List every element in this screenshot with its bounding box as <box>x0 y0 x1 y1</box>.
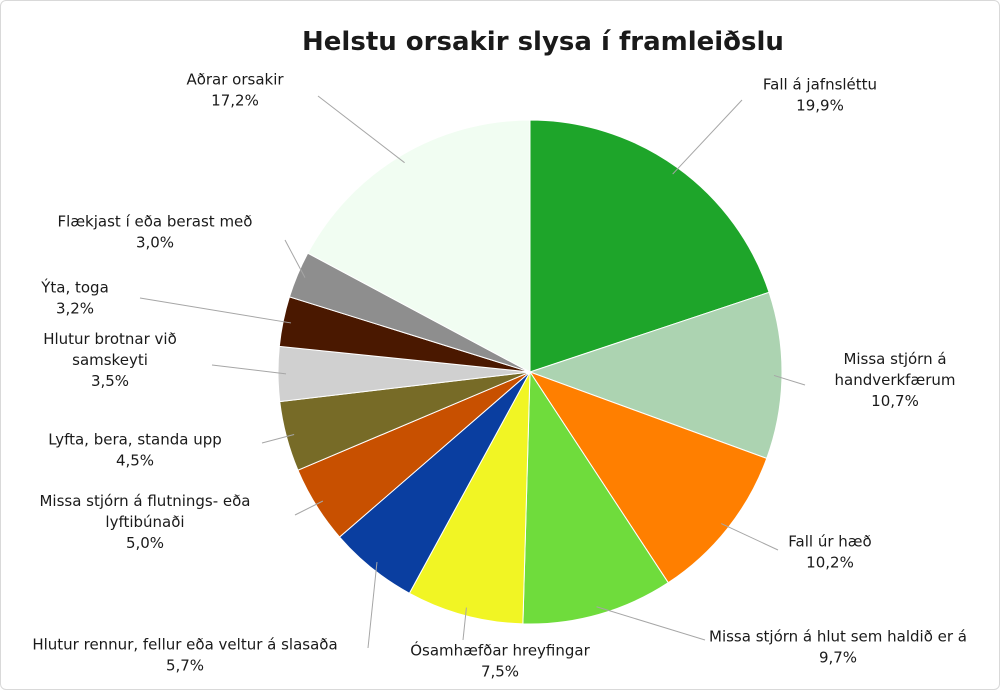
slice-3-leader-line <box>721 523 779 551</box>
slice-9-leader-line <box>211 364 287 375</box>
slice-7-category-label: lyftibúnaði <box>105 513 184 531</box>
slice-4-category-label: Missa stjórn á hlut sem haldið er á <box>709 628 967 646</box>
slice-3-value-label: 10,2% <box>806 554 854 572</box>
slice-6-value-label: 5,7% <box>166 657 204 675</box>
slice-4-label: Missa stjórn á hlut sem haldið er á 9,7% <box>709 628 967 667</box>
slice-11-category-label: Flækjast í eða berast með <box>58 213 253 231</box>
slice-7-category-label: Missa stjórn á flutnings- eða <box>39 492 250 510</box>
slice-1-value-label: 19,9% <box>796 97 844 115</box>
slice-10-category-label: Ýta, toga <box>40 278 109 297</box>
slice-9-category-label: samskeyti <box>72 351 148 369</box>
slice-4 <box>522 370 669 625</box>
slice-8-leader-line <box>261 433 295 444</box>
slice-7-value-label: 5,0% <box>126 534 164 552</box>
slice-12-leader-line <box>317 95 405 164</box>
slice-11-leader-line <box>284 239 306 278</box>
slice-11-value-label: 3,0% <box>136 234 174 252</box>
slice-3-category-label: Fall úr hæð <box>788 533 871 551</box>
pie-slices <box>277 119 783 625</box>
slice-7-leader-line <box>294 500 324 516</box>
slice-5-label: Ósamhæfðar hreyfingar 7,5% <box>410 641 590 681</box>
slice-3-label: Fall úr hæð 10,2% <box>788 533 871 572</box>
slice-4-leader-line <box>596 606 706 641</box>
slice-12 <box>307 119 531 373</box>
slice-1-leader-line <box>672 99 743 175</box>
slice-6-label: Hlutur rennur, fellur eða veltur á slasa… <box>32 636 337 675</box>
slice-1-label: Fall á jafnsléttu 19,9% <box>763 76 877 115</box>
slice-2-label: Missa stjórn á handverkfærum 10,7% <box>835 350 956 410</box>
slice-11-label: Flækjast í eða berast með 3,0% <box>58 213 253 252</box>
slice-2-value-label: 10,7% <box>871 392 919 410</box>
slice-4-value-label: 9,7% <box>819 649 857 667</box>
slice-5-category-label: Ósamhæfðar hreyfingar <box>410 641 590 660</box>
slice-10-label: Ýta, toga 3,2% <box>40 278 109 318</box>
slice-5-leader-line <box>462 607 467 641</box>
chart-title: Helstu orsakir slysa í framleiðslu <box>302 27 784 57</box>
slice-1-category-label: Fall á jafnsléttu <box>763 76 877 94</box>
slice-9-label: Hlutur brotnar við samskeyti 3,5% <box>43 330 177 390</box>
slice-1 <box>529 119 770 373</box>
slice-9-category-label: Hlutur brotnar við <box>43 330 177 348</box>
slice-9-value-label: 3,5% <box>91 372 129 390</box>
slice-8-value-label: 4,5% <box>116 452 154 470</box>
slice-labels: Fall á jafnsléttu 19,9% Missa stjórn á hand… <box>32 71 967 681</box>
slice-7-label: Missa stjórn á flutnings- eða lyftibúnaði… <box>39 492 250 552</box>
slice-6-category-label: Hlutur rennur, fellur eða veltur á slasa… <box>32 636 337 654</box>
slice-12-value-label: 17,2% <box>211 92 259 110</box>
slice-10-value-label: 3,2% <box>56 300 94 318</box>
slice-2-category-label: handverkfærum <box>835 371 956 389</box>
slice-2-category-label: Missa stjórn á <box>843 350 946 368</box>
slice-8-label: Lyfta, bera, standa upp 4,5% <box>48 431 222 470</box>
slice-8-category-label: Lyfta, bera, standa upp <box>48 431 222 449</box>
slice-3 <box>528 371 768 584</box>
slice-12-label: Aðrar orsakir 17,2% <box>186 71 284 110</box>
slice-2 <box>528 291 783 460</box>
leader-lines <box>139 95 806 649</box>
slice-10-leader-line <box>139 297 292 324</box>
slice-2-leader-line <box>773 374 806 386</box>
slice-5-value-label: 7,5% <box>481 663 519 681</box>
slice-5 <box>408 371 531 625</box>
slice-12-category-label: Aðrar orsakir <box>186 71 284 89</box>
slice-6-leader-line <box>367 561 378 649</box>
